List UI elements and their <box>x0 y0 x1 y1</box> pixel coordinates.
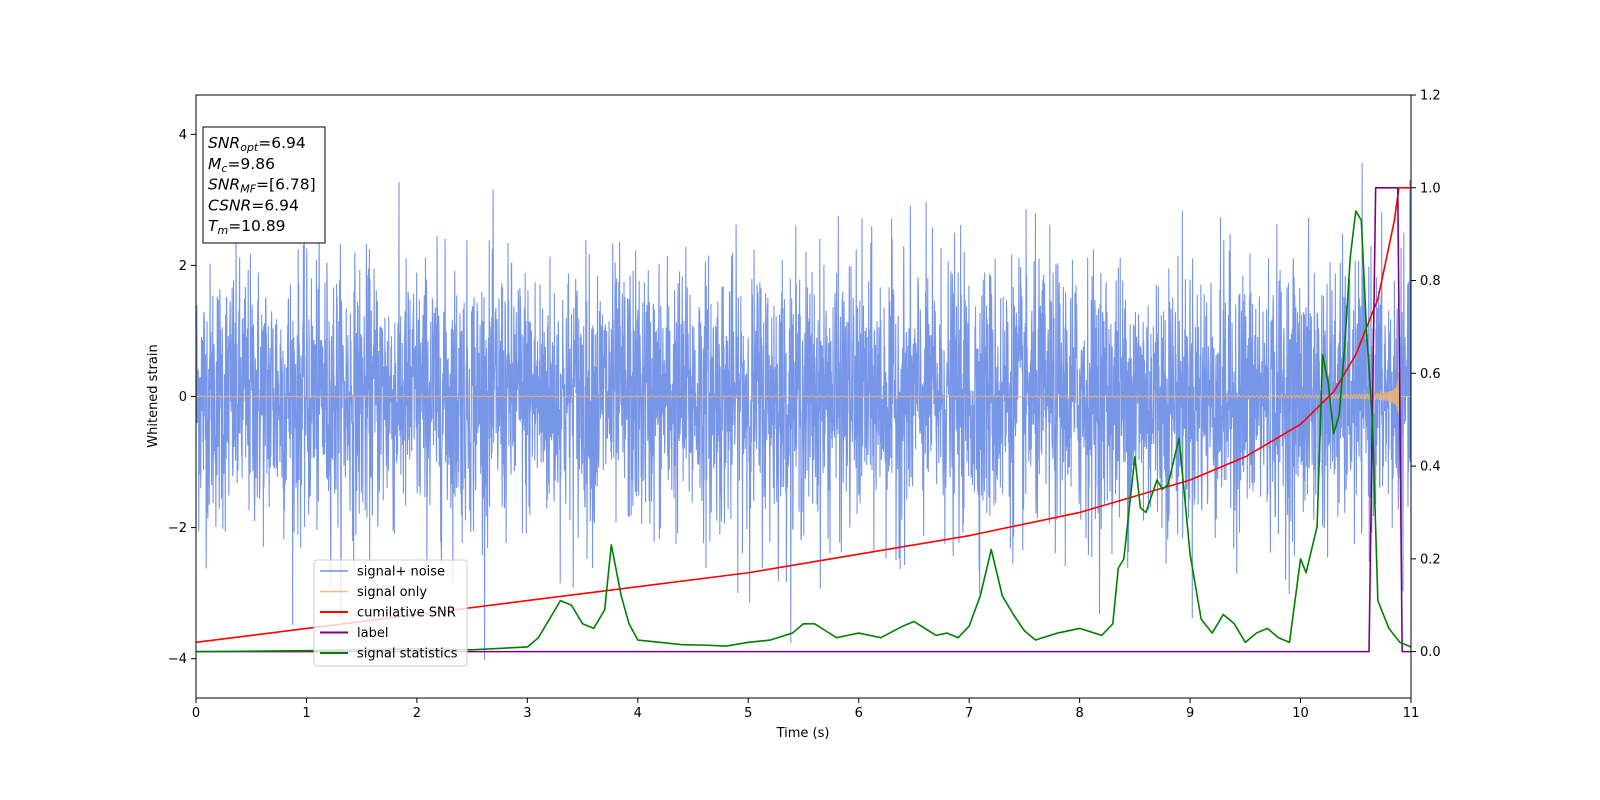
info-line: SNRMF=[6.78] <box>208 176 316 196</box>
y-right-tick-label: 0.4 <box>1420 460 1441 475</box>
info-line-subscript: MF <box>240 183 256 196</box>
x-tick-label: 1 <box>302 706 310 721</box>
info-line-value: =[6.78] <box>256 176 316 194</box>
y-right-tick-label: 0.0 <box>1420 645 1441 660</box>
legend-label: signal only <box>357 585 427 600</box>
info-line-value: =10.89 <box>228 217 285 235</box>
y-axis-title: Whitened strain <box>146 344 161 447</box>
y-left-tick-label: 4 <box>179 128 187 143</box>
x-axis-title: Time (s) <box>776 726 830 741</box>
x-tick-label: 9 <box>1186 706 1194 721</box>
info-line-subscript: opt <box>240 141 259 154</box>
x-tick-label: 3 <box>523 706 531 721</box>
info-line-value: =9.86 <box>227 155 275 173</box>
info-line-symbol: SNR <box>208 134 240 152</box>
y-right-tick-label: 0.6 <box>1420 367 1441 382</box>
y-left-tick-label: 2 <box>179 259 187 274</box>
legend-label: signal+ noise <box>357 565 445 580</box>
x-tick-label: 4 <box>634 706 642 721</box>
x-tick-label: 2 <box>413 706 421 721</box>
x-tick-label: 7 <box>965 706 973 721</box>
legend-label: cumilative SNR <box>357 606 456 621</box>
y-left-tick-label: −2 <box>168 521 187 536</box>
info-line-value: =6.94 <box>258 134 306 152</box>
x-tick-label: 11 <box>1403 706 1420 721</box>
x-tick-label: 8 <box>1075 706 1083 721</box>
info-line-symbol: SNR <box>208 176 240 194</box>
info-box: SNRopt=6.94Mc=9.86SNRMF=[6.78]CSNR=6.94T… <box>203 127 325 243</box>
x-tick-label: 0 <box>192 706 200 721</box>
y-right-tick-label: 1.2 <box>1420 89 1441 104</box>
x-tick-label: 5 <box>744 706 752 721</box>
legend: signal+ noise signal only cumilative SNR la… <box>314 560 467 666</box>
legend-label: signal statistics <box>357 647 458 662</box>
y-left-tick-label: −4 <box>168 652 187 667</box>
y-right-tick-label: 1.0 <box>1420 181 1441 196</box>
info-line-subscript: m <box>217 224 228 237</box>
legend-label: label <box>357 626 388 641</box>
info-line-symbol: M <box>208 155 221 173</box>
y-right-tick-label: 0.2 <box>1420 552 1441 567</box>
info-line-value: =6.94 <box>251 196 299 214</box>
info-line: Mc=9.86 <box>208 155 275 175</box>
x-tick-label: 6 <box>855 706 863 721</box>
x-tick-label: 10 <box>1292 706 1309 721</box>
info-line: CSNR=6.94 <box>208 196 299 214</box>
y-right-tick-label: 0.8 <box>1420 274 1441 289</box>
y-left-tick-label: 0 <box>179 390 187 405</box>
info-line-symbol: CSNR <box>208 196 251 214</box>
